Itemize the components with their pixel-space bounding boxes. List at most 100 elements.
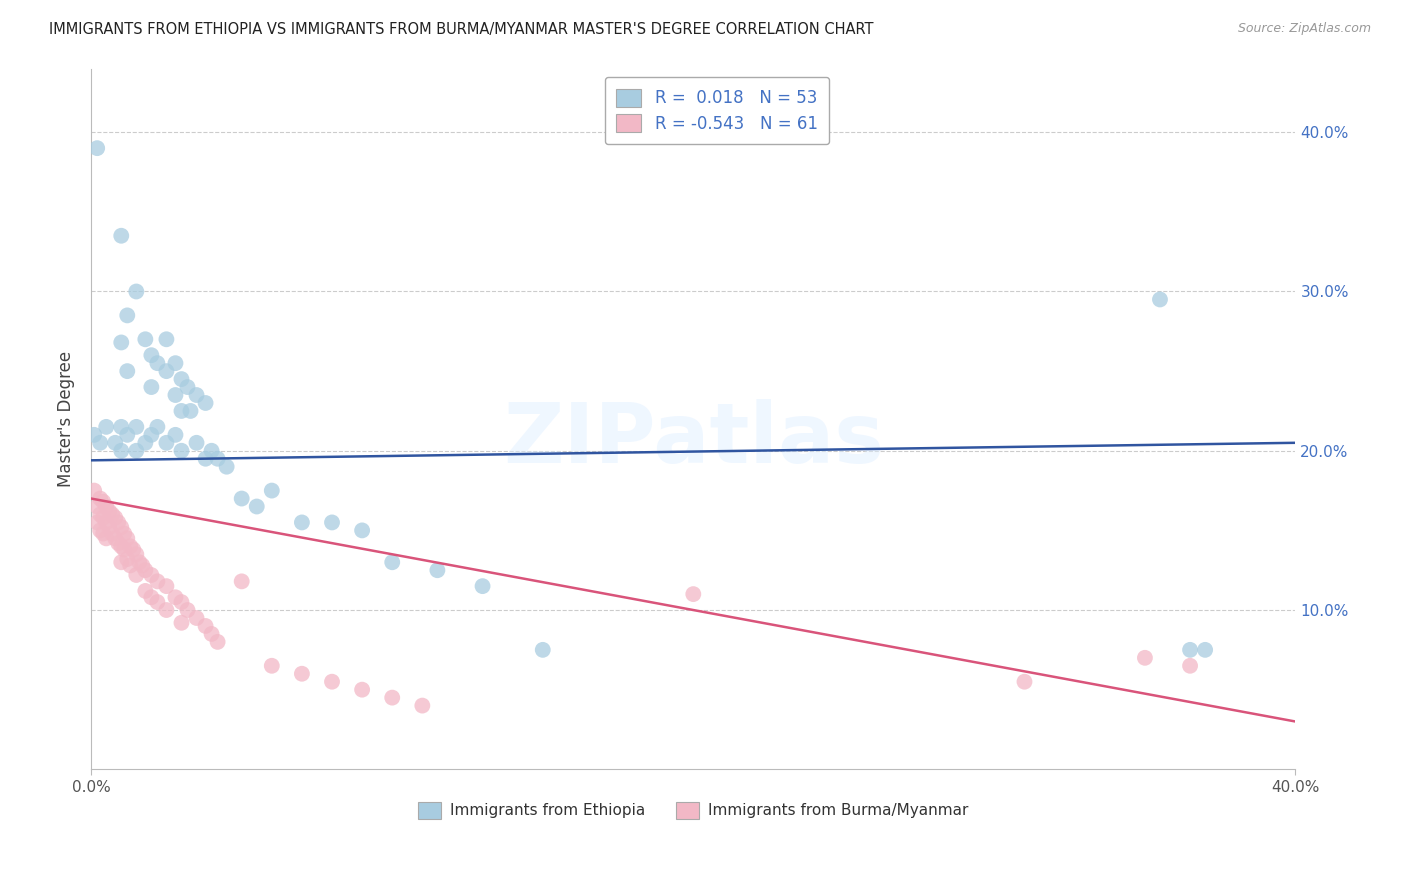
Point xyxy=(321,674,343,689)
Point xyxy=(291,666,314,681)
Point xyxy=(231,491,253,506)
Point xyxy=(165,356,187,370)
Point xyxy=(194,451,217,466)
Point xyxy=(110,443,132,458)
Point xyxy=(107,536,129,550)
Point xyxy=(98,504,121,518)
Point xyxy=(86,141,108,155)
Point xyxy=(141,380,163,394)
Point xyxy=(352,524,374,538)
Point xyxy=(146,595,169,609)
Point xyxy=(89,435,111,450)
Point xyxy=(101,508,124,522)
Point xyxy=(110,420,132,434)
Text: Source: ZipAtlas.com: Source: ZipAtlas.com xyxy=(1237,22,1371,36)
Text: ZIPatlas: ZIPatlas xyxy=(503,400,884,481)
Point xyxy=(91,526,114,541)
Point xyxy=(231,574,253,589)
Point xyxy=(531,643,554,657)
Point xyxy=(291,516,314,530)
Point xyxy=(141,348,163,362)
Point xyxy=(155,364,177,378)
Point xyxy=(1133,650,1156,665)
Point xyxy=(170,372,193,386)
Point xyxy=(125,420,148,434)
Point xyxy=(89,491,111,506)
Legend: Immigrants from Ethiopia, Immigrants from Burma/Myanmar: Immigrants from Ethiopia, Immigrants fro… xyxy=(412,796,974,825)
Point xyxy=(117,427,139,442)
Point xyxy=(165,427,187,442)
Point xyxy=(200,627,222,641)
Point xyxy=(83,483,105,498)
Point xyxy=(110,555,132,569)
Point xyxy=(260,483,283,498)
Point xyxy=(141,591,163,605)
Point xyxy=(215,459,238,474)
Point xyxy=(101,526,124,541)
Point xyxy=(110,335,132,350)
Point xyxy=(122,542,145,557)
Point xyxy=(96,532,118,546)
Point xyxy=(112,542,135,557)
Point xyxy=(146,420,169,434)
Point xyxy=(107,516,129,530)
Point xyxy=(96,500,118,514)
Point xyxy=(125,547,148,561)
Point xyxy=(155,332,177,346)
Point xyxy=(200,443,222,458)
Point xyxy=(89,508,111,522)
Point xyxy=(83,427,105,442)
Text: IMMIGRANTS FROM ETHIOPIA VS IMMIGRANTS FROM BURMA/MYANMAR MASTER'S DEGREE CORREL: IMMIGRANTS FROM ETHIOPIA VS IMMIGRANTS F… xyxy=(49,22,873,37)
Point xyxy=(98,520,121,534)
Point xyxy=(120,539,142,553)
Point xyxy=(104,532,127,546)
Point xyxy=(112,526,135,541)
Point xyxy=(176,380,198,394)
Point xyxy=(89,524,111,538)
Point xyxy=(134,332,156,346)
Point xyxy=(155,603,177,617)
Point xyxy=(426,563,449,577)
Point xyxy=(125,568,148,582)
Point xyxy=(471,579,494,593)
Point xyxy=(86,516,108,530)
Point xyxy=(128,555,150,569)
Point xyxy=(125,285,148,299)
Point xyxy=(186,388,208,402)
Point xyxy=(125,443,148,458)
Point xyxy=(207,451,229,466)
Point xyxy=(110,520,132,534)
Point xyxy=(155,579,177,593)
Point xyxy=(207,635,229,649)
Point xyxy=(321,516,343,530)
Point xyxy=(1194,643,1216,657)
Point xyxy=(381,555,404,569)
Point xyxy=(117,552,139,566)
Point xyxy=(1178,643,1201,657)
Point xyxy=(194,396,217,410)
Point xyxy=(91,510,114,524)
Point xyxy=(352,682,374,697)
Point xyxy=(170,443,193,458)
Point xyxy=(1014,674,1036,689)
Point xyxy=(1149,293,1171,307)
Point xyxy=(260,658,283,673)
Point xyxy=(104,510,127,524)
Point xyxy=(170,404,193,418)
Point xyxy=(117,309,139,323)
Point xyxy=(134,435,156,450)
Y-axis label: Master's Degree: Master's Degree xyxy=(58,351,75,487)
Point xyxy=(186,435,208,450)
Point xyxy=(1178,658,1201,673)
Point xyxy=(117,532,139,546)
Point xyxy=(194,619,217,633)
Point xyxy=(682,587,704,601)
Point xyxy=(96,516,118,530)
Point xyxy=(170,615,193,630)
Point xyxy=(146,356,169,370)
Point xyxy=(131,558,153,573)
Point xyxy=(134,583,156,598)
Point xyxy=(176,603,198,617)
Point xyxy=(117,364,139,378)
Point xyxy=(246,500,269,514)
